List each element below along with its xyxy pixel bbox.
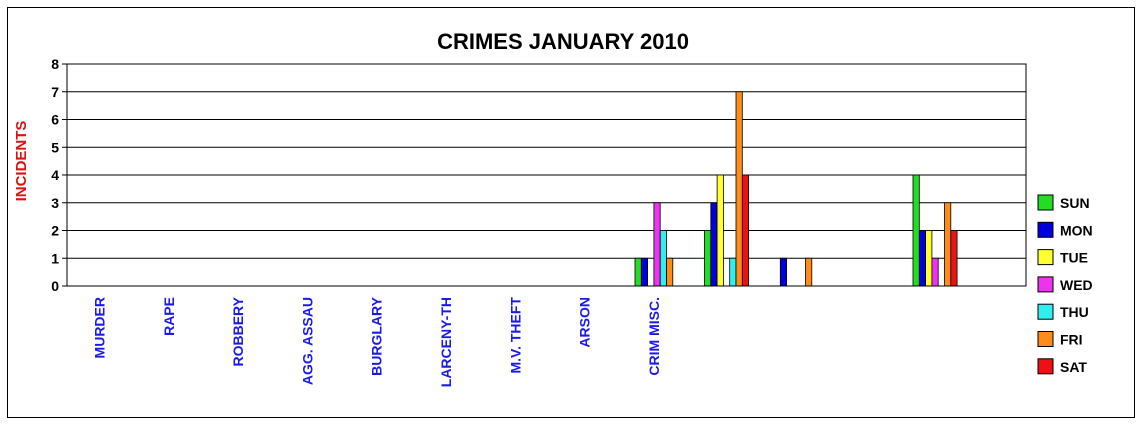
legend-swatch-fri (1037, 331, 1054, 347)
category-label: M.V. THEFT (507, 297, 523, 374)
bar-sat (741, 174, 749, 287)
legend-swatch-tue (1037, 249, 1054, 266)
bar-sun (704, 230, 712, 287)
legend-swatch-sun (1037, 194, 1054, 211)
bars (634, 91, 958, 287)
bar-fri (805, 257, 813, 287)
y-axis-ticks: 0 1 2 3 4 5 6 7 8 (51, 56, 67, 294)
y-tick-label: 5 (51, 139, 59, 155)
legend-label: MON (1060, 222, 1093, 238)
category-label: ARSON (577, 297, 593, 348)
bar-sun (912, 174, 920, 287)
y-tick-label: 4 (51, 167, 59, 183)
legend-swatch-thu (1037, 303, 1054, 320)
bar-tue (925, 230, 933, 287)
legend: SUN MON TUE WED THU FRI SAT (1037, 194, 1093, 375)
legend-label: THU (1060, 304, 1089, 320)
y-tick-label: 6 (51, 112, 59, 128)
bar-mon (918, 230, 926, 287)
legend-swatch-wed (1037, 276, 1054, 293)
bar-fri (735, 91, 743, 287)
bar-sun (634, 257, 642, 287)
chart-title: CRIMES JANUARY 2010 (437, 29, 689, 54)
bar-wed (931, 257, 939, 287)
category-label: RAPE (161, 297, 177, 336)
y-tick-label: 8 (51, 56, 59, 72)
category-label: LARCENY-TH (438, 297, 454, 387)
bar-fri (666, 257, 674, 287)
legend-label: FRI (1060, 332, 1083, 348)
bar-tue (716, 174, 724, 287)
category-label: AGG. ASSAU (299, 297, 315, 385)
category-label: MURDER (92, 297, 108, 358)
y-tick-label: 7 (51, 84, 59, 100)
legend-label: SAT (1060, 359, 1087, 375)
x-axis-categories: MURDER RAPE ROBBERY AGG. ASSAU BURGLARY LARCE… (92, 296, 662, 387)
bar-mon (640, 257, 648, 287)
gridlines (67, 63, 1026, 287)
bar-mon (779, 257, 787, 287)
legend-swatch-sat (1037, 358, 1054, 375)
bar-thu (659, 230, 667, 287)
legend-label: WED (1060, 277, 1093, 293)
category-label: CRIM MISC. (646, 297, 662, 376)
y-tick-label: 2 (51, 223, 59, 239)
category-label: ROBBERY (230, 296, 246, 366)
bar-mon (710, 202, 718, 287)
bar-fri (944, 202, 952, 287)
legend-label: TUE (1060, 250, 1088, 266)
y-tick-label: 1 (51, 250, 59, 266)
y-tick-label: 0 (51, 278, 59, 294)
category-label: BURGLARY (369, 296, 385, 375)
bar-wed (653, 202, 661, 287)
legend-swatch-mon (1037, 221, 1054, 238)
bar-chart: CRIMES JANUARY 2010 INCIDENTS 012345678 … (13, 29, 1093, 387)
y-tick-label: 3 (51, 195, 59, 211)
bar-thu (729, 257, 737, 287)
bar-sat (950, 230, 958, 287)
y-axis-label: INCIDENTS (13, 121, 30, 202)
legend-label: SUN (1060, 195, 1090, 211)
